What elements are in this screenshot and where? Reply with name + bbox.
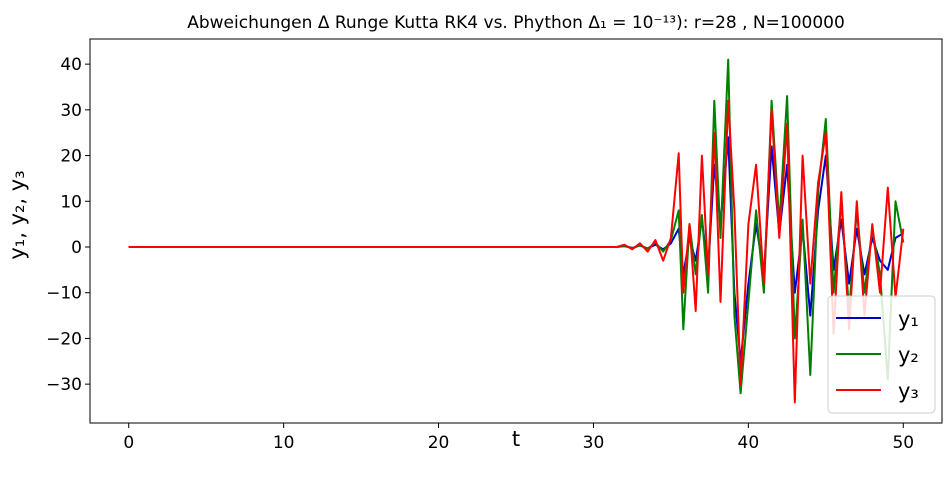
legend-box [827,295,936,414]
series-line-y1 [128,136,904,363]
y-axis-label: y₁, y₂, y₃ [5,170,29,259]
y-tick-label: 40 [60,55,82,75]
legend-label-y2: y₂ [898,343,919,367]
x-tick-label: 50 [892,433,914,453]
x-tick-label: 10 [273,433,295,453]
y-axis-ticks: 40 30 20 10 0 −10 −20 −30 [46,55,90,395]
x-axis-ticks: 0 10 20 30 40 50 [123,423,914,453]
y-tick-label: −20 [46,329,82,349]
chart-title: Abweichungen Δ Runge Kutta RK4 vs. Phyth… [187,13,845,33]
y-tick-label: 0 [71,238,82,258]
x-tick-label: 40 [738,433,760,453]
y-tick-label: 10 [60,192,82,212]
plot-lines [128,58,905,404]
x-axis-label: t [512,427,520,451]
y-tick-label: −30 [46,375,82,395]
legend-label-y3: y₃ [898,379,919,403]
plot-frame [89,38,943,424]
x-tick-label: 30 [583,433,605,453]
y-tick-label: 30 [60,101,82,121]
legend: y₁ y₂ y₃ [827,295,936,414]
series-line-y3 [128,99,905,404]
y-tick-label: −10 [46,284,82,304]
legend-label-y1: y₁ [898,307,919,331]
series-line-y2 [128,58,905,395]
x-tick-label: 0 [123,433,134,453]
x-tick-label: 20 [428,433,450,453]
y-tick-label: 20 [60,147,82,167]
